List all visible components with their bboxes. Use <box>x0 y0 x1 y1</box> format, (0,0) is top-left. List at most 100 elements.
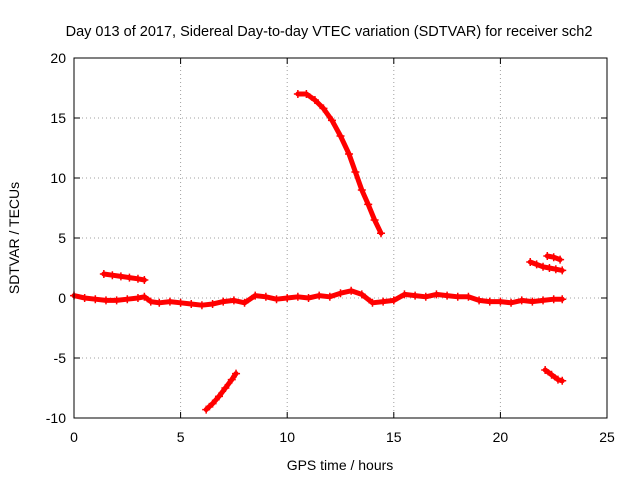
data-point <box>558 376 567 385</box>
data-point <box>229 296 238 305</box>
data-point <box>464 292 473 301</box>
data-point <box>219 297 228 306</box>
x-tick-label: 10 <box>279 429 295 445</box>
data-point <box>221 384 230 392</box>
data-point <box>532 260 541 269</box>
data-point <box>227 375 236 384</box>
data-point <box>240 298 249 307</box>
y-tick-label: -5 <box>54 350 67 366</box>
data-point <box>208 300 217 308</box>
data-point <box>370 216 379 224</box>
series-trace <box>295 91 384 236</box>
data-point <box>364 200 373 209</box>
data-point <box>80 294 89 302</box>
data-point <box>232 369 241 378</box>
y-tick-label: 15 <box>50 110 66 126</box>
data-point <box>551 265 560 274</box>
data-point <box>187 300 196 308</box>
data-point <box>411 291 420 300</box>
data-point <box>325 292 334 301</box>
data-point <box>133 274 142 283</box>
data-point <box>208 399 217 408</box>
data-point <box>315 291 324 300</box>
data-point <box>133 294 142 302</box>
data-point <box>539 262 548 271</box>
x-tick-label: 5 <box>177 429 185 445</box>
data-point <box>549 253 558 262</box>
y-tick-label: 20 <box>50 50 66 66</box>
chart-title: Day 013 of 2017, Sidereal Day-to-day VTE… <box>66 24 593 40</box>
x-tick-label: 15 <box>386 429 402 445</box>
data-point <box>368 298 377 307</box>
data-point <box>261 292 270 301</box>
data-point <box>526 258 535 266</box>
data-point <box>165 297 174 306</box>
data-point <box>357 290 366 299</box>
x-tick-label: 25 <box>599 429 615 445</box>
data-point <box>351 168 360 176</box>
data-point <box>400 290 409 299</box>
series-low-arc <box>202 369 241 414</box>
data-point <box>485 297 494 306</box>
grid-lines <box>74 58 607 418</box>
plot-border <box>73 57 608 419</box>
data-point <box>319 104 328 113</box>
data-point <box>507 298 516 307</box>
data-point <box>327 116 336 125</box>
data-point <box>272 295 281 304</box>
data-point <box>108 271 117 280</box>
y-axis-label: SDTVAR / TECUs <box>6 182 22 294</box>
data-point <box>421 292 430 301</box>
data-point <box>547 370 556 379</box>
y-tick-label: -10 <box>46 410 66 426</box>
x-tick-label: 20 <box>493 429 509 445</box>
data-marks <box>70 90 567 414</box>
data-point <box>539 296 548 305</box>
y-tick-label: 5 <box>58 230 66 246</box>
data-point <box>251 291 260 300</box>
data-point <box>123 295 132 304</box>
data-point <box>304 294 313 302</box>
data-point <box>336 289 345 298</box>
data-point <box>553 375 562 384</box>
series-late-arc-1 <box>526 258 567 275</box>
data-point <box>377 229 386 238</box>
data-point <box>197 301 206 310</box>
data-point <box>293 292 302 301</box>
series-late-arc-2 <box>543 252 565 264</box>
series-baseline <box>70 286 567 310</box>
data-point <box>91 295 100 304</box>
data-point <box>345 150 354 158</box>
data-point <box>140 276 149 284</box>
data-point <box>549 295 558 304</box>
data-point <box>176 298 185 307</box>
data-point <box>556 255 565 264</box>
data-point <box>558 295 567 304</box>
x-axis-label: GPS time / hours <box>287 457 394 473</box>
data-point <box>302 90 311 98</box>
data-point <box>310 96 319 104</box>
series-high-arc <box>293 90 386 238</box>
data-point <box>146 297 155 306</box>
data-point <box>389 296 398 305</box>
data-point <box>101 296 110 305</box>
data-point <box>379 297 388 306</box>
axes: 0 5 10 15 20 25 -10 -5 0 5 10 15 20 <box>46 50 615 445</box>
data-point <box>475 296 484 305</box>
data-point <box>140 292 149 301</box>
data-point <box>528 297 537 306</box>
data-point <box>496 297 505 306</box>
data-point <box>541 366 550 374</box>
data-point <box>293 90 302 98</box>
data-point <box>443 291 452 300</box>
data-point <box>453 292 462 301</box>
data-point <box>112 296 121 305</box>
data-point <box>99 270 108 278</box>
data-point <box>116 272 125 281</box>
series-trace <box>71 288 565 308</box>
data-point <box>155 298 164 307</box>
data-point <box>336 132 345 140</box>
data-point <box>558 266 567 275</box>
data-point <box>543 252 552 260</box>
